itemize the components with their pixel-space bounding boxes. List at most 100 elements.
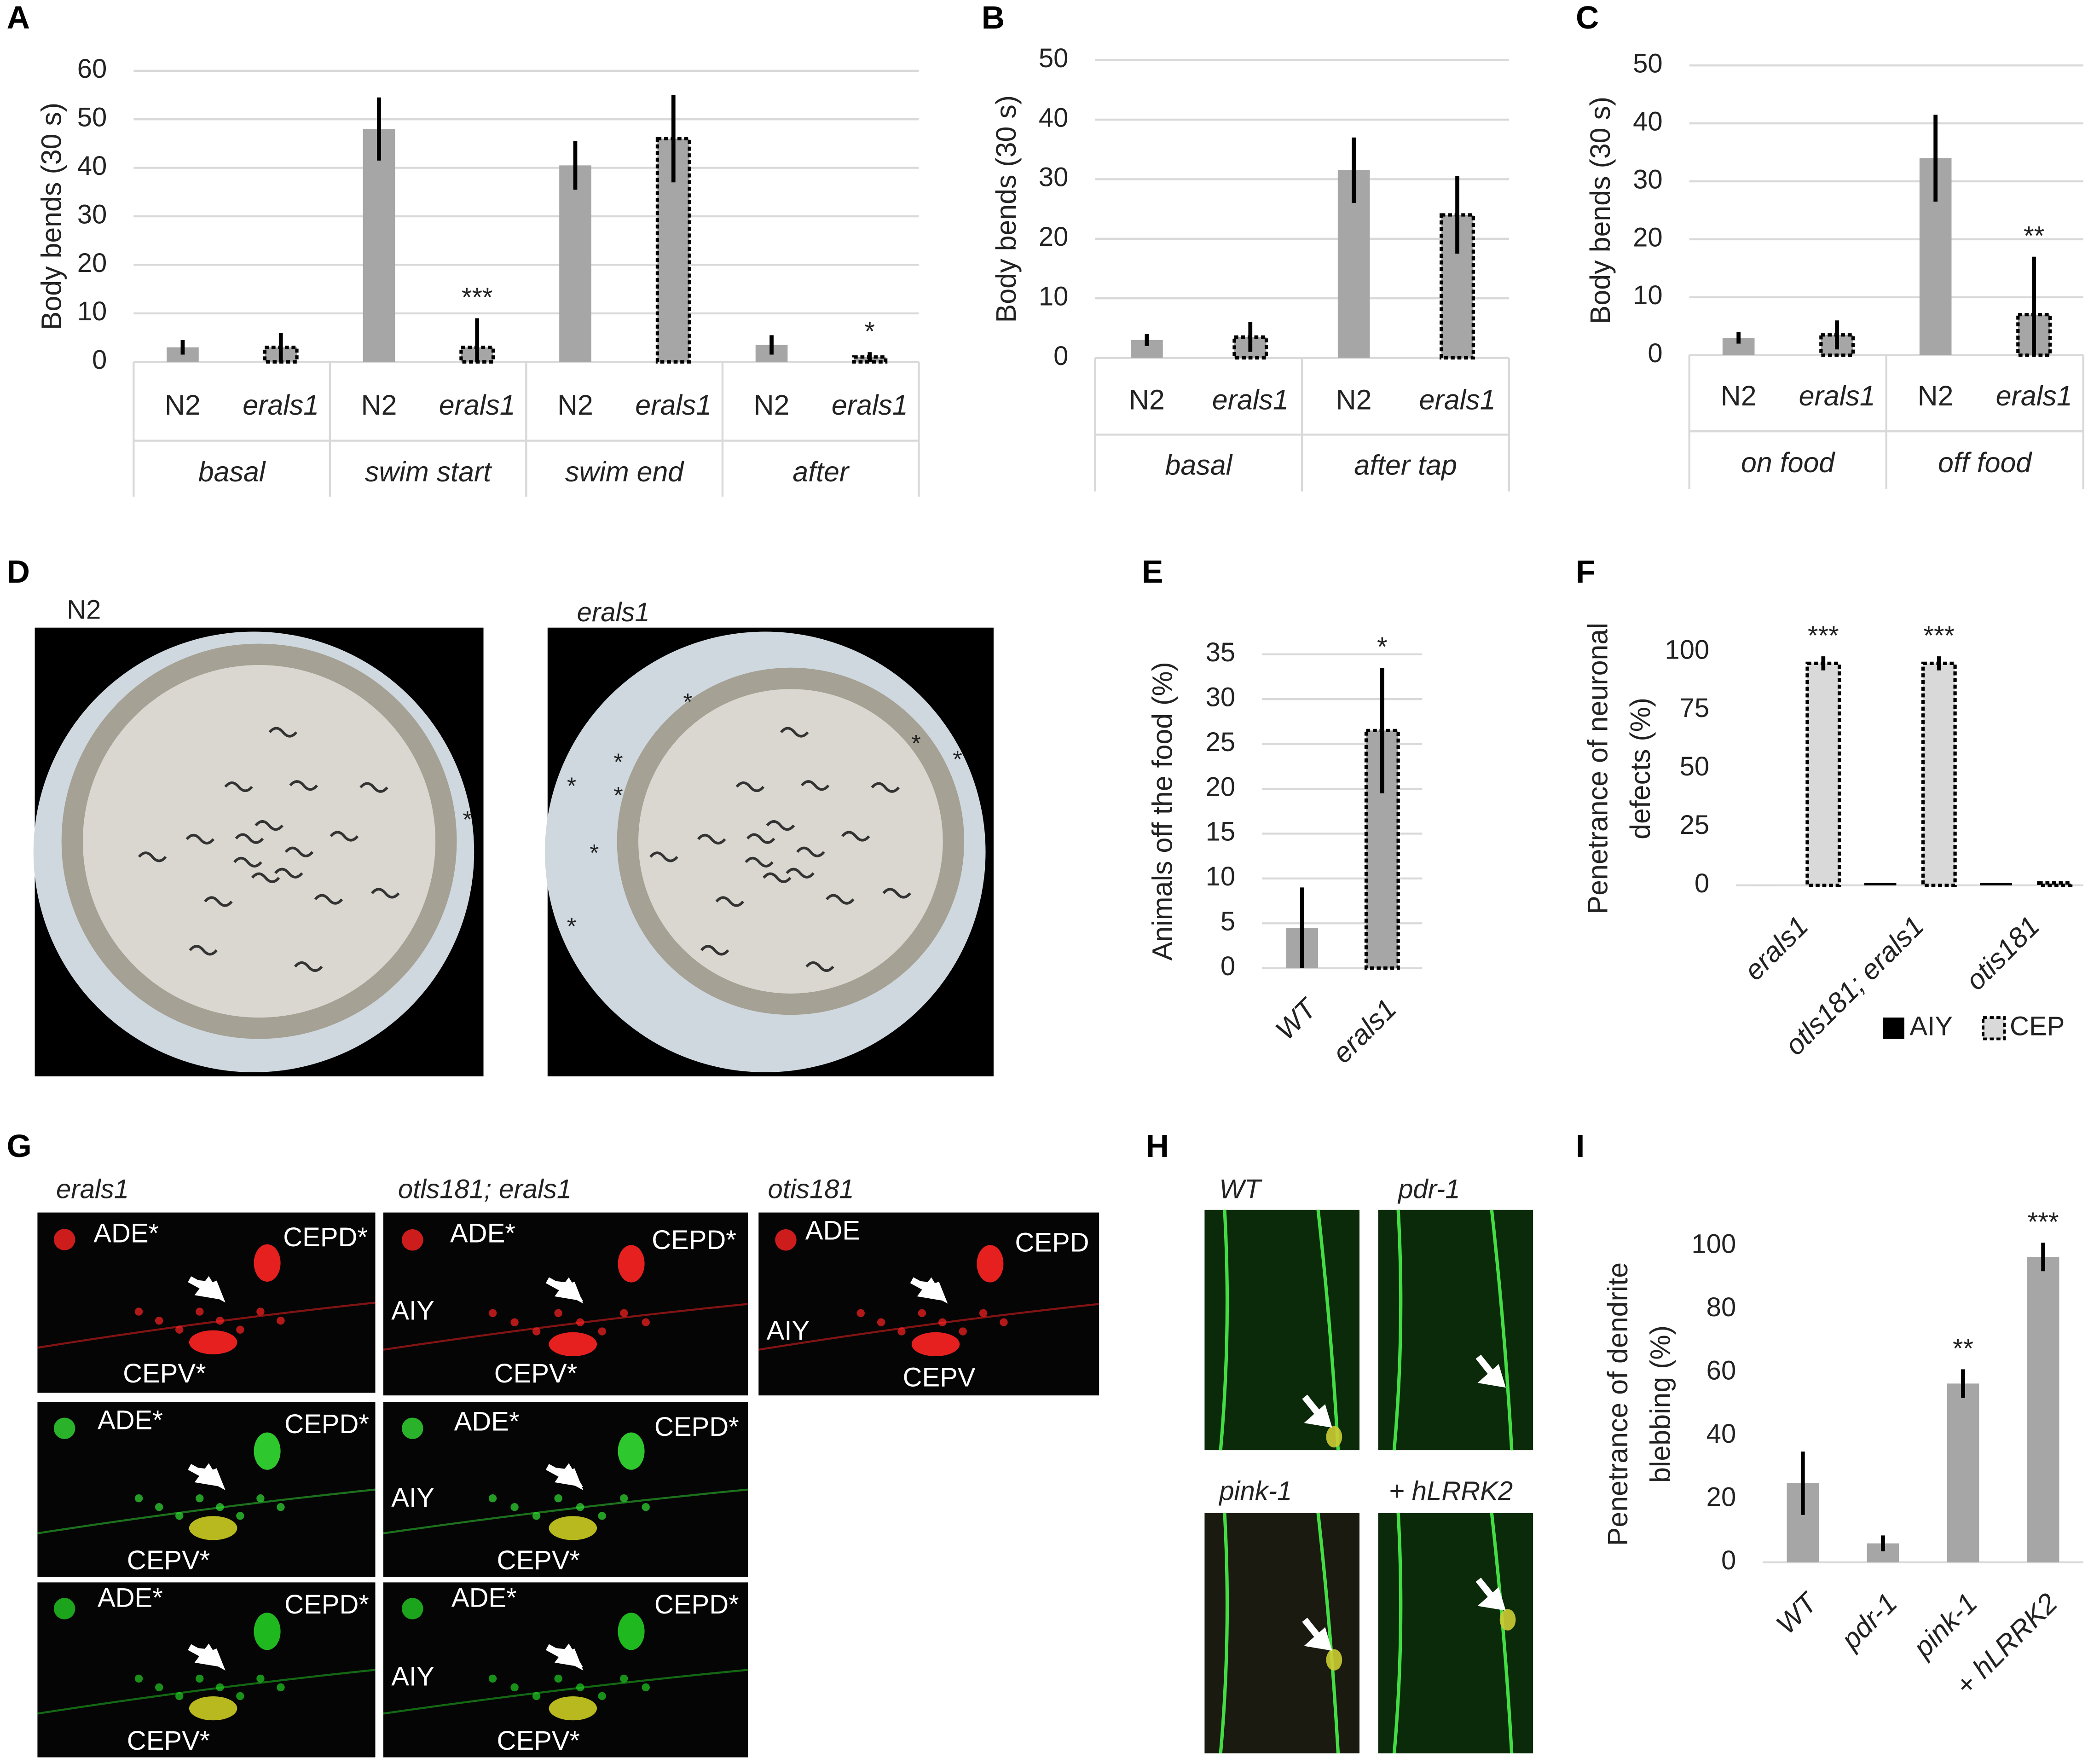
dendrite [1316, 1513, 1340, 1753]
bar [363, 129, 395, 362]
cell [53, 1229, 75, 1250]
panel-label: C [1576, 0, 1599, 35]
y-axis-label: Body bends (30 s) [990, 95, 1022, 323]
worm [796, 846, 825, 857]
fluorescence-image [37, 1582, 376, 1758]
y-tick-label: 50 [77, 103, 107, 133]
cell [549, 1332, 597, 1356]
worm [204, 896, 233, 907]
fluorescence-image [1378, 1209, 1533, 1451]
y-tick-label: 10 [1633, 280, 1663, 310]
y-tick-label: 80 [1706, 1292, 1736, 1322]
dendrite [1490, 1209, 1514, 1451]
legend-swatch [1883, 1018, 1904, 1039]
marker: * [567, 913, 576, 940]
x-tick-label: N2 [361, 389, 397, 421]
cell [134, 1307, 143, 1316]
dendrite [1392, 1513, 1403, 1754]
cell [236, 1325, 244, 1334]
panel-label: B [982, 0, 1005, 35]
marker: * [590, 840, 599, 867]
neurite [383, 1669, 748, 1715]
image-header: + hLRRK2 [1389, 1476, 1513, 1506]
marker: * [463, 806, 472, 833]
y-tick-label: 40 [1706, 1419, 1736, 1449]
panel-label: D [7, 554, 30, 590]
arrow [188, 1463, 226, 1491]
arrow [910, 1277, 948, 1304]
cell-label: ADE* [454, 1406, 520, 1436]
panel-label: F [1576, 554, 1596, 590]
worm [233, 856, 262, 868]
cell-label: ADE* [450, 1218, 515, 1248]
cell-label: ADE* [93, 1218, 159, 1248]
cell [402, 1417, 423, 1439]
x-tick-label: erals1 [1419, 384, 1496, 415]
cell [1499, 1609, 1516, 1631]
cell [642, 1318, 650, 1326]
y-tick-label: 50 [1680, 752, 1710, 781]
cell [598, 1512, 606, 1520]
x-tick-label: erals1 [635, 389, 711, 421]
y-tick-label: 60 [77, 54, 107, 84]
cell [277, 1683, 285, 1692]
neurite [37, 1301, 376, 1349]
significance: ** [2024, 221, 2044, 251]
worm [314, 894, 343, 905]
y-tick-label: 50 [1039, 43, 1069, 73]
panel-label: H [1146, 1128, 1169, 1164]
cell [977, 1245, 1004, 1283]
marker: * [567, 773, 576, 800]
cell-label: AIY [767, 1316, 810, 1346]
x-tick-label: N2 [1129, 384, 1165, 415]
y-tick-label: 0 [1695, 868, 1709, 898]
worm [251, 872, 280, 883]
worm [268, 727, 298, 738]
cell [620, 1309, 628, 1317]
panel-label: A [7, 0, 30, 35]
cell-label: CEPV* [127, 1726, 210, 1756]
cell-label: CEPD* [284, 1409, 369, 1439]
y-tick-label: 25 [1206, 727, 1236, 757]
x-tick-label: erals1 [1799, 380, 1875, 411]
cell [1326, 1649, 1342, 1671]
image-header: pink-1 [1218, 1476, 1292, 1506]
cell [488, 1674, 497, 1683]
cell [53, 1598, 75, 1619]
cell [488, 1309, 497, 1317]
y-tick-label: 30 [1633, 164, 1663, 194]
cell-label: CEPD* [283, 1222, 368, 1252]
y-axis-label: blebbing (%) [1645, 1325, 1676, 1483]
y-tick-label: 20 [1706, 1482, 1736, 1512]
y-tick-label: 100 [1691, 1229, 1736, 1259]
cell-label: CEPV* [123, 1359, 206, 1388]
x-tick-label: N2 [165, 389, 201, 421]
bar [1805, 661, 1841, 887]
cell [134, 1494, 143, 1503]
marker: * [613, 782, 623, 809]
bar [1921, 661, 1957, 887]
cell [598, 1327, 606, 1336]
worm [882, 888, 911, 899]
x-tick-label: N2 [754, 389, 790, 421]
cell [618, 1613, 645, 1650]
bar [1864, 883, 1897, 885]
significance: ** [1953, 1334, 1973, 1364]
dendrite [1316, 1209, 1340, 1451]
y-tick-label: 35 [1206, 637, 1236, 667]
cell [620, 1494, 628, 1503]
image-header: WT [1219, 1174, 1262, 1204]
cell [155, 1683, 163, 1692]
worm [359, 782, 388, 793]
cell [510, 1318, 519, 1326]
cell [277, 1316, 285, 1325]
group-label: swim end [565, 456, 684, 487]
cell [196, 1674, 204, 1683]
cell [155, 1503, 163, 1511]
arrow [188, 1276, 226, 1303]
y-axis-label: Penetrance of neuronal [1582, 623, 1613, 914]
x-tick-label: N2 [1721, 380, 1757, 411]
cell-label: ADE* [451, 1583, 517, 1613]
worm [649, 851, 678, 862]
significance: *** [462, 283, 493, 312]
